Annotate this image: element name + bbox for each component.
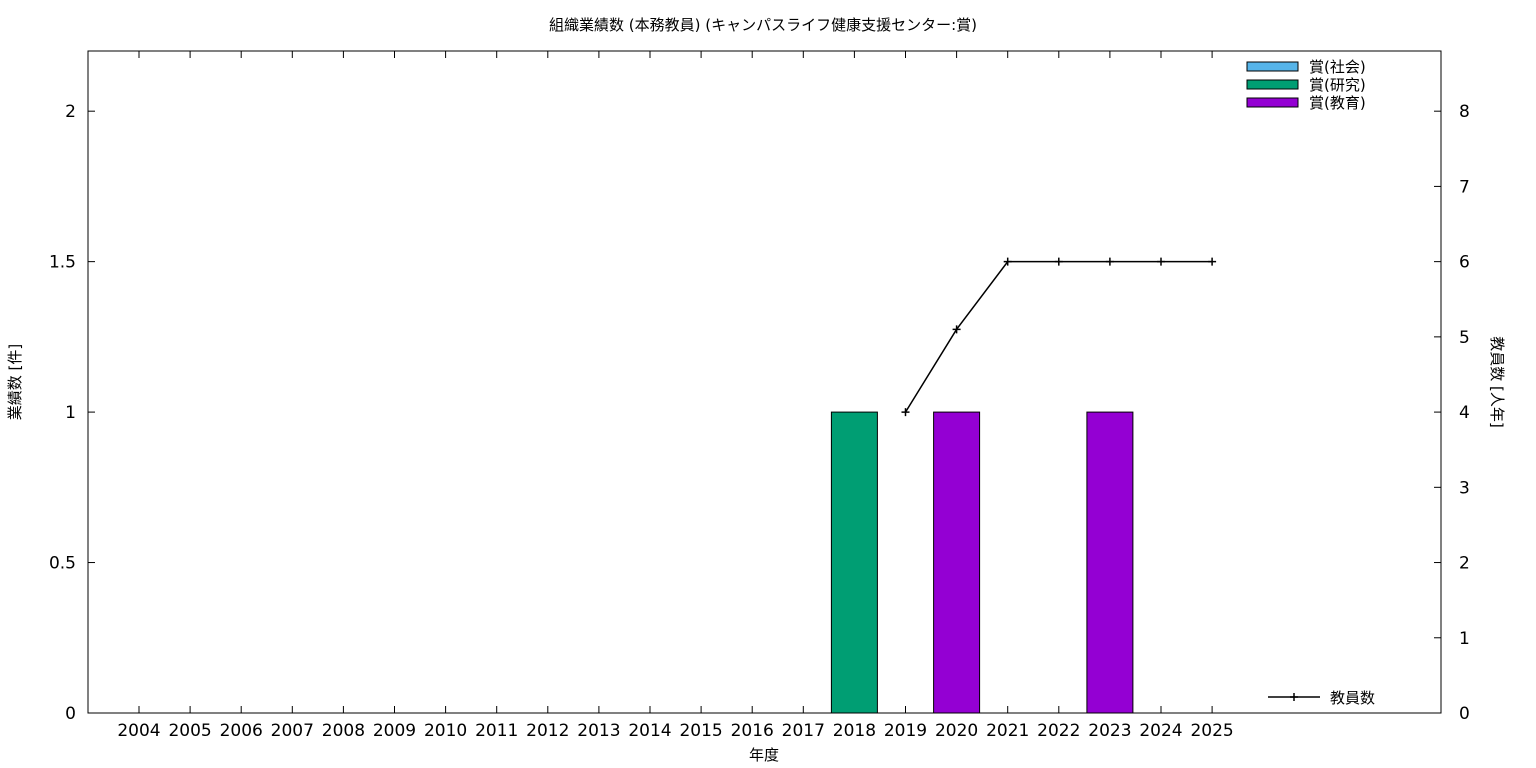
x-tick-label: 2018 — [833, 721, 876, 741]
line-point — [1208, 257, 1217, 266]
x-tick-label: 2024 — [1139, 721, 1182, 741]
line-point — [1157, 257, 1165, 266]
legend-swatch — [1246, 79, 1299, 90]
x-tick-label: 2014 — [628, 721, 671, 741]
y2-tick-label: 3 — [1459, 478, 1470, 498]
x-tick-label: 2021 — [986, 721, 1029, 741]
x-tick-label: 2005 — [168, 721, 211, 741]
bar — [830, 411, 878, 714]
bar — [933, 411, 981, 714]
y-tick-label: 0.5 — [49, 554, 76, 574]
x-tick-label: 2017 — [782, 721, 825, 741]
legend-entry: 賞(社会) — [1309, 58, 1366, 76]
x-tick-label: 2008 — [322, 721, 365, 741]
line-point — [952, 325, 961, 334]
line-point — [1054, 257, 1063, 266]
legend-line-marker — [1290, 693, 1298, 701]
y2-tick-label: 8 — [1459, 102, 1470, 122]
x-tick-label: 2019 — [884, 721, 927, 741]
legend: 賞(社会)賞(研究)賞(教育) 教員数 — [1246, 58, 1375, 707]
y-axis-label: 業績数 [件] — [6, 344, 24, 420]
x-tick-label: 2007 — [271, 721, 314, 741]
y2-tick-label: 7 — [1459, 177, 1470, 197]
x-tick-label: 2025 — [1190, 721, 1233, 741]
x-tick-label: 2012 — [526, 721, 569, 741]
y2-tick-label: 1 — [1459, 629, 1470, 649]
bar — [1086, 411, 1134, 714]
y2-tick-label: 0 — [1459, 704, 1470, 724]
x-tick-label: 2013 — [577, 721, 620, 741]
tick-labels: 2004 2005 2006 2007 2008 2009 2010 2011 2012 2013… — [49, 102, 1470, 741]
x-tick-label: 2022 — [1037, 721, 1080, 741]
y2-tick-label: 2 — [1459, 554, 1470, 574]
x-tick-label: 2016 — [731, 721, 774, 741]
axis-ticks — [88, 51, 1441, 714]
x-axis-label: 年度 — [749, 746, 779, 764]
legend-entry: 賞(研究) — [1309, 76, 1366, 94]
line-point — [1105, 257, 1114, 266]
y2-tick-label: 6 — [1459, 253, 1470, 273]
bars — [830, 411, 1134, 714]
legend-entry: 賞(教育) — [1309, 94, 1366, 112]
y2-tick-label: 4 — [1459, 403, 1470, 423]
plot-area — [87, 50, 1442, 714]
y-tick-label: 1.5 — [49, 253, 76, 273]
x-tick-label: 2006 — [220, 721, 263, 741]
x-tick-label: 2020 — [935, 721, 978, 741]
x-tick-label: 2004 — [117, 721, 160, 741]
y2-tick-label: 5 — [1459, 328, 1470, 348]
y-tick-label: 1 — [65, 403, 76, 423]
legend-swatch — [1246, 97, 1299, 108]
x-tick-label: 2015 — [679, 721, 722, 741]
x-tick-label: 2023 — [1088, 721, 1131, 741]
x-tick-label: 2011 — [475, 721, 518, 741]
legend-swatch — [1246, 61, 1299, 72]
x-tick-label: 2009 — [373, 721, 416, 741]
line-series — [901, 257, 1217, 417]
y2-axis-label: 教員数 [人年] — [1488, 336, 1506, 427]
chart-title: 組織業績数 (本務教員) (キャンパスライフ健康支援センター:賞) — [549, 16, 977, 34]
y-tick-label: 2 — [65, 102, 76, 122]
legend-entry: 教員数 — [1330, 689, 1375, 707]
y-tick-label: 0 — [65, 704, 76, 724]
x-tick-label: 2010 — [424, 721, 467, 741]
line-path — [904, 260, 1213, 413]
line-point — [1003, 257, 1012, 266]
line-point — [901, 408, 910, 417]
